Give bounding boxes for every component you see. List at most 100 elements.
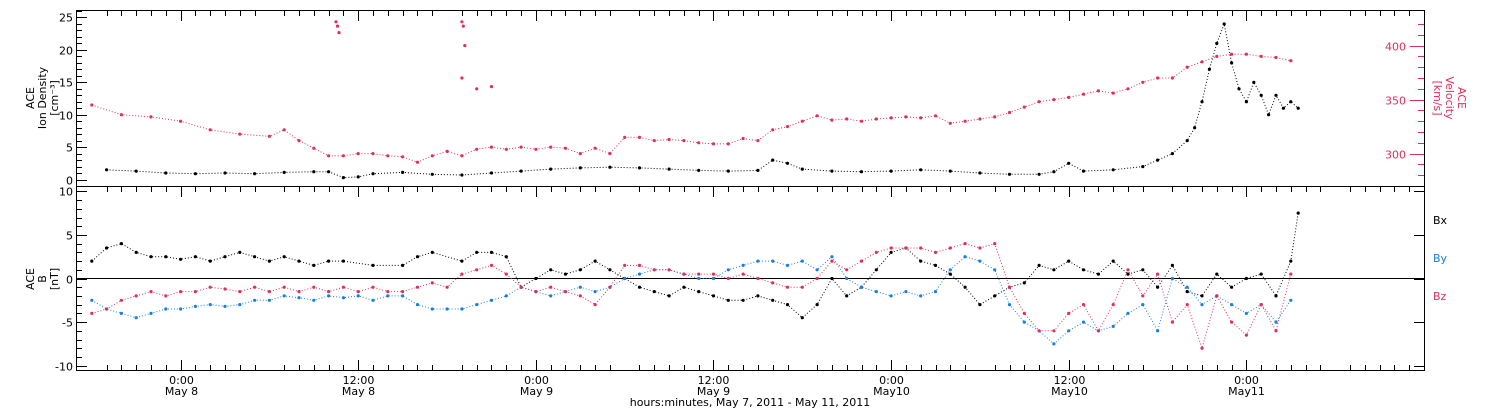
xtick-date-label: May10 bbox=[873, 385, 910, 398]
bottom-ytick-label: 5 bbox=[66, 230, 73, 243]
bz-point bbox=[608, 285, 612, 289]
velocity-point bbox=[1244, 52, 1248, 56]
velocity-point bbox=[815, 114, 819, 118]
density-point bbox=[134, 169, 138, 173]
bx-point bbox=[830, 276, 834, 281]
density-point bbox=[105, 168, 109, 172]
velocity-point bbox=[1111, 91, 1115, 95]
bx-point bbox=[741, 298, 745, 302]
bz-point bbox=[741, 272, 745, 276]
bottom-ytick-label: -10 bbox=[55, 361, 73, 374]
velocity_spikes-point bbox=[337, 30, 341, 35]
bz-point bbox=[460, 272, 464, 276]
xtick-date-label: May 9 bbox=[520, 385, 553, 398]
velocity-point bbox=[119, 113, 123, 117]
bz-point bbox=[179, 290, 183, 294]
xtick-date-label: May10 bbox=[1051, 385, 1088, 398]
velocity-point bbox=[874, 117, 878, 121]
velocity_spikes-point bbox=[475, 87, 479, 91]
by-point bbox=[119, 311, 123, 315]
xtick-date-label: May 8 bbox=[165, 385, 198, 398]
bx-point bbox=[1022, 281, 1026, 285]
bx-point bbox=[282, 255, 286, 259]
by-trace bbox=[91, 255, 1292, 345]
density-point bbox=[889, 169, 893, 173]
by-point bbox=[1289, 298, 1293, 302]
bz-point bbox=[193, 290, 197, 294]
xtick-time-label: 12:00 bbox=[1054, 374, 1086, 387]
bz-point bbox=[904, 246, 908, 250]
velocity-point bbox=[1067, 95, 1071, 99]
by-point bbox=[756, 259, 760, 263]
bz-point bbox=[682, 272, 686, 276]
top-ytick-label: 15 bbox=[59, 77, 73, 90]
density-point bbox=[726, 169, 730, 173]
density-point bbox=[549, 167, 553, 171]
bx-point bbox=[1259, 272, 1263, 276]
bx-point bbox=[149, 255, 153, 259]
bx-point bbox=[1126, 272, 1130, 276]
top-panel-data bbox=[90, 20, 1300, 180]
by-point bbox=[845, 276, 849, 281]
density-point bbox=[771, 158, 775, 162]
velocity-point bbox=[1081, 92, 1086, 96]
bx-point bbox=[800, 316, 804, 320]
bz-point bbox=[1096, 329, 1100, 333]
top-ylabel-line3: [cm⁻³] bbox=[48, 80, 61, 116]
bx-point bbox=[726, 298, 730, 302]
bz-point bbox=[327, 290, 331, 294]
top-ytick-right-label: 300 bbox=[1385, 149, 1406, 162]
bx-point bbox=[415, 255, 420, 259]
velocity-point bbox=[267, 134, 271, 138]
velocity-trace bbox=[91, 53, 1291, 163]
velocity-point bbox=[933, 114, 938, 118]
bz-point bbox=[371, 285, 375, 289]
density-point bbox=[859, 170, 864, 174]
density-point bbox=[608, 165, 612, 169]
bz-point bbox=[341, 285, 345, 289]
bx-point bbox=[578, 268, 582, 272]
by-point bbox=[356, 294, 360, 298]
velocity-point bbox=[1185, 65, 1189, 69]
velocity-point bbox=[667, 137, 671, 142]
by-point bbox=[785, 263, 790, 267]
by-point bbox=[978, 259, 982, 263]
bx-point bbox=[327, 259, 331, 263]
bx-point bbox=[341, 259, 345, 263]
density-point bbox=[164, 171, 168, 175]
bx-point bbox=[1067, 259, 1071, 263]
velocity-point bbox=[371, 152, 375, 156]
by-point bbox=[371, 298, 375, 302]
velocity-point bbox=[889, 116, 893, 120]
top-ytick-label: 0 bbox=[66, 175, 73, 188]
bz-point bbox=[356, 290, 360, 294]
bx-point bbox=[164, 255, 168, 259]
velocity-point bbox=[208, 128, 212, 132]
by-point bbox=[475, 303, 479, 307]
bx-point bbox=[711, 294, 716, 298]
top-ytick-label: 10 bbox=[59, 110, 73, 123]
xtick-time-label: 0:00 bbox=[169, 374, 194, 387]
bx-point bbox=[697, 290, 701, 294]
bz-point bbox=[756, 276, 760, 281]
bx-point bbox=[193, 255, 197, 259]
bx-point bbox=[874, 268, 878, 272]
bx-point bbox=[297, 259, 301, 263]
velocity_spikes-point bbox=[460, 20, 464, 24]
velocity-point bbox=[1096, 89, 1100, 93]
xtick-date-label: May11 bbox=[1228, 385, 1265, 398]
velocity-point bbox=[1052, 98, 1056, 102]
by-point bbox=[489, 298, 494, 302]
top-ylabel-line2: Ion Density bbox=[36, 66, 49, 129]
density-point bbox=[1081, 169, 1086, 173]
bx-point bbox=[1096, 272, 1100, 276]
top-ylabel-right-line2: Velocity bbox=[1443, 76, 1456, 120]
density-point bbox=[1230, 61, 1234, 65]
bz-point bbox=[504, 272, 508, 276]
bx-trace bbox=[91, 213, 1299, 319]
xtick-time-label: 0:00 bbox=[524, 374, 549, 387]
bz-point bbox=[238, 290, 242, 294]
by-point bbox=[282, 294, 286, 298]
velocity_spikes-point bbox=[489, 85, 494, 89]
